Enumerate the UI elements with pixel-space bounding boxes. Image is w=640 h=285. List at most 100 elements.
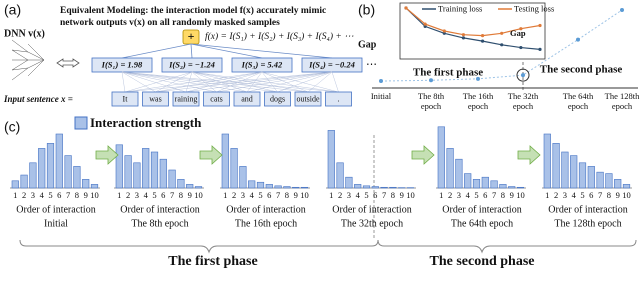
token-link xyxy=(121,71,278,93)
gap-label: Gap xyxy=(510,28,526,38)
loss-point xyxy=(442,29,446,33)
gap-point xyxy=(429,78,433,83)
bar xyxy=(490,180,498,189)
connector xyxy=(190,43,193,59)
token-link xyxy=(216,71,263,93)
x-tick-label: The 8th xyxy=(418,91,445,101)
token-box xyxy=(264,91,291,107)
bar xyxy=(283,186,291,189)
token-link xyxy=(191,71,278,93)
x-tick-label: 5 xyxy=(258,190,262,200)
x-tick-label: epoch xyxy=(612,101,633,111)
token-box xyxy=(233,91,261,107)
token-link xyxy=(191,71,309,93)
token: cats xyxy=(210,94,222,103)
bar xyxy=(561,151,569,189)
gap-point xyxy=(576,37,580,42)
x-tick-label: 1 xyxy=(545,190,549,200)
x-tick-label: 7 xyxy=(276,190,280,200)
bar xyxy=(464,173,472,189)
highlight xyxy=(516,68,530,82)
bar xyxy=(133,162,141,189)
x-tick-label: 6 xyxy=(57,190,61,200)
bar xyxy=(177,179,185,189)
legend-label: Testing loss xyxy=(514,3,554,13)
x-tick-label: 9 xyxy=(616,190,620,200)
token-link xyxy=(216,71,333,93)
x-tick-label: 10 xyxy=(622,190,631,200)
x-tick-label: 2 xyxy=(232,190,236,200)
x-axis-label: Order of interaction xyxy=(226,204,305,215)
x-tick-label: 6 xyxy=(373,190,377,200)
token-link xyxy=(121,71,187,93)
x-tick-label: 10 xyxy=(90,190,99,200)
x-tick-label: epoch xyxy=(468,101,489,111)
bar xyxy=(380,186,388,189)
x-tick-label: 5 xyxy=(364,190,368,200)
x-tick-label: 9 xyxy=(400,190,404,200)
token-box xyxy=(294,91,322,107)
x-tick-label: 8 xyxy=(285,190,289,200)
bar xyxy=(221,133,229,189)
loss-point xyxy=(519,27,523,31)
x-tick-label: The 32th xyxy=(508,91,539,101)
x-tick-label: 4 xyxy=(356,190,361,200)
token-link xyxy=(124,71,193,93)
loss-line xyxy=(405,7,541,37)
x-tick-label: epoch xyxy=(568,101,589,111)
bar xyxy=(614,179,622,189)
x-tick-label: 3 xyxy=(31,190,35,200)
x-tick-label: 3 xyxy=(457,190,461,200)
token-link xyxy=(155,71,263,93)
token-link xyxy=(261,71,339,93)
bar xyxy=(292,186,300,189)
chart-title: The 8th epoch xyxy=(131,218,188,229)
x-tick-label: 6 xyxy=(267,190,271,200)
bar xyxy=(265,184,273,189)
bar xyxy=(239,166,247,189)
interaction: I(S₁) = 1.98 xyxy=(101,59,143,69)
loss-line xyxy=(405,7,541,50)
x-tick-label: 7 xyxy=(382,190,386,200)
x-tick-label: 2 xyxy=(126,190,130,200)
x-tick-label: 8 xyxy=(75,190,79,200)
x-tick-label: 10 xyxy=(406,190,415,200)
token-link xyxy=(191,71,248,93)
formula: f(x) = I(S₁) + I(S₂) + I(S₃) + I(S₄) + ⋯ xyxy=(205,31,354,42)
dnn-label: DNN v(x) xyxy=(4,28,45,39)
x-tick-label: 4 xyxy=(40,190,45,200)
x-axis-label: Order of interaction xyxy=(548,204,627,215)
x-tick-label: 5 xyxy=(48,190,52,200)
token: It xyxy=(123,94,129,103)
token-link xyxy=(124,71,263,93)
bar xyxy=(168,169,176,189)
token-box xyxy=(111,91,139,107)
connector xyxy=(190,43,333,59)
gap-point xyxy=(379,79,383,84)
x-tick-label: 10 xyxy=(516,190,525,200)
bar xyxy=(142,148,150,189)
flow-arrow xyxy=(95,145,119,165)
y-label: Gap xyxy=(358,39,377,50)
token: raining xyxy=(175,94,198,103)
flow-arrow xyxy=(199,145,223,165)
bar xyxy=(248,180,256,189)
interaction: I(S₃) = 5.42 xyxy=(241,59,283,69)
brace-first xyxy=(19,239,379,254)
bar xyxy=(446,148,454,189)
bar xyxy=(622,184,631,189)
x-tick-label: epoch xyxy=(513,101,534,111)
x-tick-label: 7 xyxy=(170,190,174,200)
panel-label: (c) xyxy=(4,119,20,135)
bar xyxy=(354,184,362,189)
token: dogs xyxy=(270,94,285,103)
chart-title: The 64th epoch xyxy=(451,218,513,229)
bar xyxy=(274,185,282,189)
token-link xyxy=(121,71,156,93)
x-axis-label: Order of interaction xyxy=(120,204,199,215)
token-link xyxy=(185,71,263,93)
legend-label: Interaction strength xyxy=(90,115,202,130)
x-axis-label: Order of interaction xyxy=(332,204,411,215)
loss-point xyxy=(500,31,504,35)
legend-label: Training loss xyxy=(438,3,482,13)
